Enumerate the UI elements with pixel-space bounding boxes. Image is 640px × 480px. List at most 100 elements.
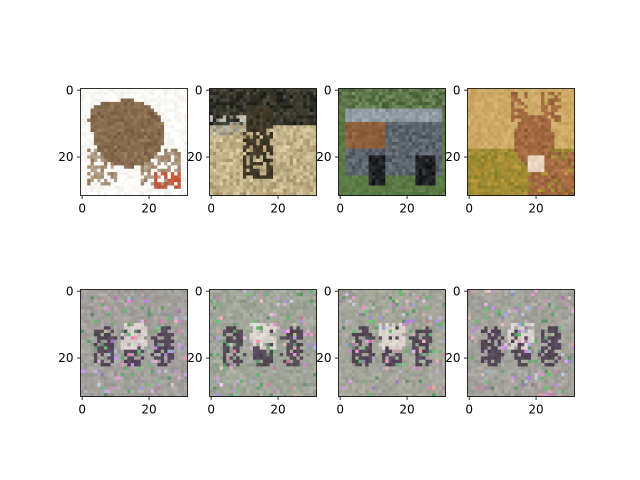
pixel <box>381 138 386 143</box>
pixel <box>144 162 148 166</box>
pixel <box>97 306 101 310</box>
pixel <box>500 98 505 103</box>
pixel <box>180 302 185 307</box>
pixel <box>87 306 91 310</box>
pixel <box>249 188 254 193</box>
pixel <box>283 108 287 113</box>
pixel <box>117 165 121 170</box>
pixel <box>180 322 185 327</box>
pixel <box>242 182 247 186</box>
pixel <box>117 322 121 327</box>
pixel <box>494 95 498 99</box>
pixel <box>442 88 446 93</box>
pixel <box>517 138 522 143</box>
pixel <box>351 162 356 166</box>
pixel <box>375 91 379 96</box>
pixel <box>537 108 542 113</box>
pixel <box>527 165 532 170</box>
pixel <box>338 98 343 103</box>
pixel <box>395 152 400 156</box>
pixel <box>283 172 287 176</box>
pixel <box>177 125 182 129</box>
pixel <box>474 175 478 180</box>
pixel <box>395 115 400 119</box>
pixel <box>547 162 552 166</box>
pixel <box>246 145 250 150</box>
pixel <box>567 185 572 190</box>
pixel <box>418 178 423 183</box>
pixel <box>177 118 182 123</box>
pixel <box>313 131 317 136</box>
pixel <box>487 95 492 99</box>
pixel <box>110 155 115 160</box>
pixel <box>567 128 572 133</box>
pixel <box>147 88 152 93</box>
pixel <box>504 128 508 133</box>
pixel <box>531 135 535 139</box>
pixel <box>113 182 118 186</box>
pixel <box>361 105 366 109</box>
pixel <box>249 185 254 190</box>
pixel <box>442 155 446 160</box>
pixel <box>490 121 495 126</box>
pixel <box>338 148 343 153</box>
pixel <box>87 332 91 337</box>
pixel <box>117 359 121 364</box>
pixel <box>514 138 518 143</box>
pixel <box>100 369 105 374</box>
pixel <box>246 101 250 106</box>
pixel <box>432 135 436 139</box>
pixel <box>107 316 111 320</box>
pixel <box>442 91 446 96</box>
pixel <box>80 312 85 317</box>
pixel <box>497 155 502 160</box>
pixel <box>246 165 250 170</box>
pixel <box>517 118 522 123</box>
pixel <box>398 101 403 106</box>
pixel <box>242 105 247 109</box>
pixel <box>100 302 105 307</box>
pixel <box>150 326 155 330</box>
pixel <box>490 105 495 109</box>
pixel <box>534 182 539 186</box>
pixel <box>180 346 185 351</box>
pixel <box>425 158 430 163</box>
pixel <box>365 115 369 119</box>
pixel <box>507 91 512 96</box>
pixel <box>355 178 359 183</box>
pixel <box>432 118 436 123</box>
pixel <box>87 336 91 340</box>
pixel <box>484 152 488 156</box>
pixel <box>341 98 346 103</box>
pixel <box>180 373 185 377</box>
pixel <box>474 128 478 133</box>
pixel <box>256 165 260 170</box>
pixel <box>514 128 518 133</box>
pixel <box>490 175 495 180</box>
pixel <box>174 319 178 324</box>
pixel <box>358 108 363 113</box>
pixel <box>83 339 88 344</box>
pixel <box>504 98 508 103</box>
pixel <box>279 192 284 196</box>
pixel <box>470 95 475 99</box>
pixel <box>470 111 475 116</box>
pixel <box>160 356 165 361</box>
pixel <box>117 98 121 103</box>
pixel <box>246 118 250 123</box>
pixel <box>150 312 155 317</box>
pixel <box>487 165 492 170</box>
pixel <box>527 152 532 156</box>
pixel <box>551 192 555 196</box>
pixel <box>567 105 572 109</box>
pixel <box>368 125 373 129</box>
pixel <box>117 312 121 317</box>
pixel <box>415 158 420 163</box>
pixel <box>113 366 118 371</box>
pixel <box>293 152 297 156</box>
pixel <box>484 115 488 119</box>
pixel <box>547 138 552 143</box>
pixel <box>229 168 234 173</box>
pixel <box>184 152 188 156</box>
pixel <box>531 101 535 106</box>
